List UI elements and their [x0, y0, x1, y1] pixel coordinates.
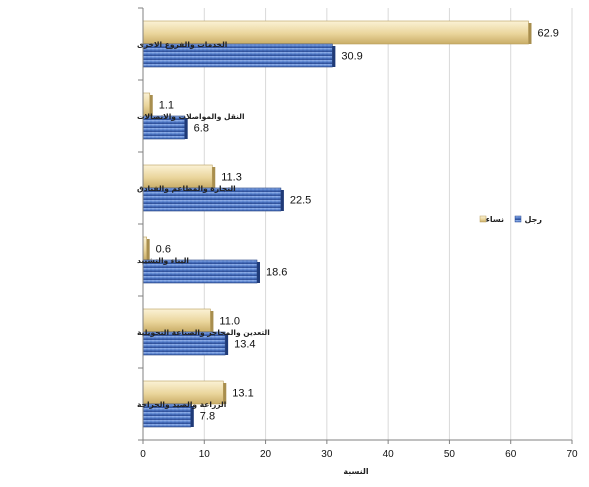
legend-swatch-men: [514, 215, 522, 223]
x-tick-label-4: 40: [383, 449, 395, 460]
bars: 62.9 30.9 1.1 6.8 11.3 22.5 0.6 18.6 11.0 13.4 13.…: [142, 20, 559, 428]
bar-depth-0-4: [210, 311, 214, 332]
value-label-men-5: 7.8: [200, 411, 215, 423]
bar-depth-0-5: [223, 383, 227, 404]
category-label-1: النقل والمواصلات والاتصالات: [137, 112, 245, 121]
bar-depth-0-2: [212, 167, 216, 188]
x-tick-label-2: 20: [260, 449, 272, 460]
value-label-women-0: 62.9: [537, 28, 558, 40]
x-tick-label-1: 10: [199, 449, 211, 460]
value-label-women-4: 11.0: [219, 316, 240, 328]
x-tick-label-3: 30: [321, 449, 333, 460]
bar-depth-1-3: [256, 262, 260, 283]
value-label-women-5: 13.1: [232, 388, 253, 400]
bar-depth-1-2: [280, 190, 284, 211]
value-label-men-2: 22.5: [290, 195, 311, 207]
value-label-women-1: 1.1: [159, 100, 174, 112]
value-label-men-3: 18.6: [266, 267, 287, 279]
bar-depth-1-0: [332, 46, 336, 67]
x-tick-label-5: 50: [444, 449, 456, 460]
value-label-women-2: 11.3: [221, 172, 242, 184]
category-label-5: الزراعة والصيد والحراجة: [137, 400, 226, 409]
bar-depth-0-0: [528, 23, 532, 44]
value-label-men-0: 30.9: [341, 51, 362, 63]
value-label-men-4: 13.4: [234, 339, 255, 351]
legend: نساء رجل: [479, 215, 542, 224]
category-label-0: الخدمات والفروع الاخرى: [137, 40, 227, 49]
x-tick-label-6: 60: [505, 449, 517, 460]
bar-depth-1-1: [184, 118, 188, 139]
value-label-men-1: 6.8: [194, 123, 209, 135]
category-labels: الخدمات والفروع الاخرى النقل والمواصلات و…: [137, 40, 270, 409]
bar-depth-0-1: [149, 95, 153, 116]
value-label-women-3: 0.6: [156, 244, 171, 256]
legend-label-men: رجل: [524, 215, 542, 224]
bar-depth-0-3: [146, 239, 150, 260]
category-label-4: التعدين والمحاجر والصناعة التحويلية: [137, 328, 270, 337]
x-tick-label-7: 70: [566, 449, 578, 460]
bar-depth-1-4: [225, 334, 229, 355]
bar-depth-1-5: [190, 406, 194, 427]
category-label-3: البناء والتشييد: [137, 256, 189, 265]
x-axis-title: النسبة: [343, 467, 369, 476]
x-axis: 0 10 20 30 40 50 60 70: [138, 7, 578, 460]
grid-lines: [203, 8, 573, 440]
legend-swatch-women: [479, 215, 487, 223]
category-label-2: التجارة والمطاعم والفنادق: [137, 184, 236, 193]
legend-label-women: نساء: [486, 215, 504, 224]
x-tick-label-0: 0: [140, 449, 146, 460]
